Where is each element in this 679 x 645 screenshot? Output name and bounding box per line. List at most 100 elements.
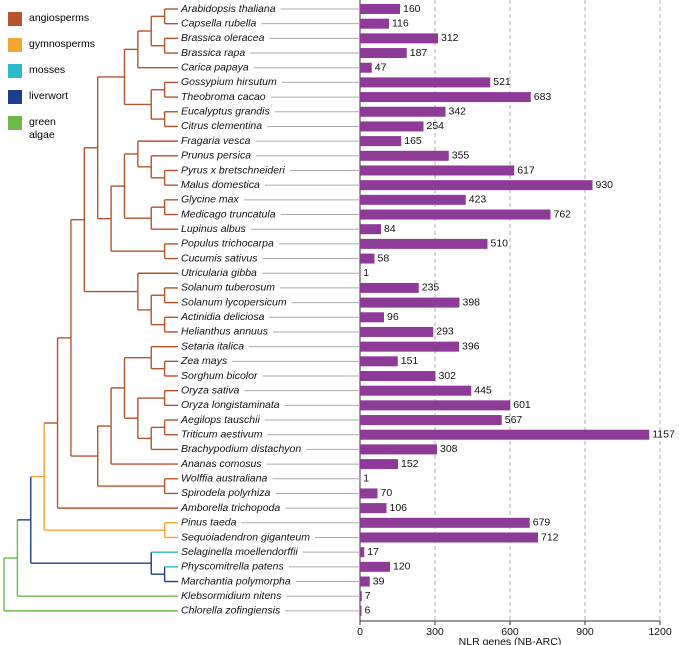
bar	[360, 591, 362, 602]
value-label: 235	[422, 282, 440, 294]
legend-swatch	[8, 116, 22, 130]
species-label: Ananas comosus	[180, 458, 262, 470]
bar	[360, 77, 491, 88]
value-label: 293	[436, 326, 454, 338]
value-label: 355	[452, 150, 470, 162]
species-label: Medicago truncatula	[181, 208, 276, 220]
bar	[360, 561, 390, 572]
value-label: 187	[410, 47, 428, 59]
species-label: Amborella trichopoda	[180, 502, 280, 514]
species-label: Eucalyptus grandis	[181, 106, 270, 118]
bar	[360, 282, 419, 293]
legend-swatch	[8, 90, 22, 104]
bar	[360, 385, 472, 396]
legend-label: gymnosperms	[29, 38, 95, 50]
species-label: Solanum lycopersicum	[181, 296, 287, 308]
species-label: Malus domestica	[181, 179, 260, 191]
legend-label: mosses	[29, 64, 66, 76]
bar	[360, 400, 511, 411]
value-label: 445	[474, 384, 492, 396]
species-label: Brassica oleracea	[181, 32, 265, 44]
value-label: 617	[517, 164, 535, 176]
bar	[360, 547, 365, 558]
value-label: 165	[404, 135, 422, 147]
species-label: Chlorella zofingiensis	[181, 605, 281, 617]
species-label: Spirodela polyrhiza	[181, 487, 270, 499]
species-label: Physcomitrella patens	[181, 561, 284, 573]
legend-swatch	[8, 38, 22, 52]
value-label: 1157	[652, 429, 675, 441]
species-label: Actinidia deliciosa	[180, 311, 265, 323]
bar	[360, 238, 488, 249]
value-label: 683	[534, 91, 552, 103]
bar	[360, 488, 378, 499]
bar	[360, 459, 398, 470]
value-label: 398	[463, 296, 481, 308]
species-label: Carica papaya	[181, 62, 249, 74]
value-label: 1	[363, 267, 369, 279]
species-label: Sorghum bicolor	[181, 370, 258, 382]
value-label: 39	[373, 575, 385, 587]
species-label: Brassica rapa	[181, 47, 245, 59]
species-label: Helianthus annuus	[181, 326, 269, 338]
bar	[360, 312, 384, 323]
bar	[360, 4, 400, 14]
bar	[360, 224, 381, 235]
value-label: 7	[365, 590, 371, 602]
species-label: Pyrus x bretschneideri	[181, 164, 286, 176]
species-label: Fragaria vesca	[181, 135, 251, 147]
value-label: 106	[390, 502, 408, 514]
bar	[360, 371, 436, 381]
value-label: 84	[384, 223, 396, 235]
x-tick-label: 1200	[648, 626, 672, 638]
value-label: 762	[554, 208, 572, 220]
value-label: 423	[469, 194, 487, 206]
x-tick-label: 300	[426, 626, 444, 638]
value-label: 396	[462, 340, 480, 352]
species-label: Zea mays	[180, 355, 228, 367]
x-tick-label: 600	[501, 626, 519, 638]
species-label: Citrus clementina	[181, 120, 262, 132]
legend-item: liverwort	[8, 90, 81, 104]
bar	[360, 194, 466, 205]
species-label: Setaria italica	[181, 340, 244, 352]
x-tick-label: 900	[576, 626, 594, 638]
species-label: Oryza sativa	[181, 384, 240, 396]
value-label: 152	[401, 458, 419, 470]
value-label: 70	[381, 487, 393, 499]
value-label: 58	[378, 252, 390, 264]
species-label: Capsella rubella	[181, 17, 256, 29]
value-label: 254	[427, 120, 445, 132]
legend-item: angiosperms	[8, 12, 90, 26]
value-label: 308	[440, 443, 458, 455]
bar	[360, 18, 389, 29]
value-label: 601	[513, 399, 531, 411]
bar	[360, 209, 551, 220]
bar	[360, 136, 402, 147]
bar	[360, 356, 398, 367]
species-label: Utricularia gibba	[181, 267, 257, 279]
value-label: 151	[401, 355, 419, 367]
legend-item: mosses	[8, 64, 81, 78]
value-label: 47	[375, 62, 387, 74]
bar	[360, 605, 362, 616]
bar	[360, 33, 438, 44]
value-label: 521	[493, 76, 511, 88]
legend-label: green algae	[29, 116, 56, 141]
species-label: Sequoiadendron giganteum	[181, 531, 310, 543]
legend-label: angiosperms	[29, 12, 90, 24]
legend-label: liverwort	[29, 90, 69, 102]
species-label: Selaginella moellendorffii	[181, 546, 298, 558]
species-label: Triticum aestivum	[181, 429, 263, 441]
legend-swatch	[8, 12, 22, 26]
species-label: Klebsormidium nitens	[181, 590, 282, 602]
value-label: 679	[533, 517, 551, 529]
bar	[360, 92, 531, 103]
bar	[360, 62, 372, 73]
species-label: Populus trichocarpa	[181, 238, 274, 250]
bar	[360, 444, 437, 455]
bar	[360, 517, 530, 528]
value-label: 712	[541, 531, 559, 543]
